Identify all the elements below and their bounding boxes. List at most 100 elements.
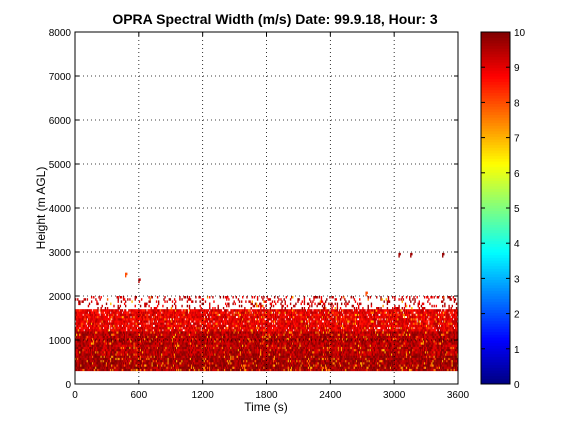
heatmap-cell [214,333,216,336]
heatmap-cell [259,368,261,372]
heatmap-cell [270,340,273,343]
heatmap-cell [194,348,196,352]
heatmap-cell [350,364,352,367]
heatmap-cell [167,344,169,347]
heatmap-cell [150,359,152,363]
heatmap-cell [130,357,132,361]
heatmap-cell [117,359,119,363]
heatmap-cell [306,342,309,345]
heatmap-cell [344,364,346,367]
heatmap-cell [128,344,130,347]
heatmap-cell [148,331,150,334]
heatmap-cell [264,368,266,372]
heatmap-cell [201,337,203,341]
heatmap-cell [417,359,419,363]
heatmap-cell [221,353,224,356]
heatmap-cell [234,342,236,345]
heatmap-cell [452,364,455,367]
heatmap-cell [88,368,91,372]
heatmap-cell [117,362,119,365]
heatmap-cell [231,355,233,358]
heatmap-cell [364,362,366,365]
heatmap-cell [309,366,311,369]
heatmap-cell [188,351,191,354]
heatmap-cell [238,340,241,343]
heatmap-cell [112,346,114,350]
heatmap-cell [270,366,273,369]
heatmap-cell [295,335,297,339]
heatmap-cell [132,331,134,334]
heatmap-cell [95,340,97,343]
heatmap-cell [304,342,307,345]
heatmap-cell [218,348,220,352]
heatmap-cell [184,357,186,361]
heatmap-cell [148,357,150,361]
heatmap-cell [311,362,313,365]
heatmap-cell [110,333,112,336]
heatmap-cell [271,366,274,369]
heatmap-cell [239,366,242,369]
heatmap-cell [163,348,165,352]
heatmap-cell [219,357,222,361]
heatmap-cell [282,335,284,339]
heatmap-cell [107,348,110,352]
heatmap-cell [405,359,408,363]
heatmap-cells [75,252,459,372]
heatmap-cell [216,335,218,339]
heatmap-cell [282,355,284,358]
heatmap-cell [273,344,276,347]
heatmap-cell [201,340,203,343]
heatmap-cell [89,368,92,372]
heatmap-cell [255,333,258,336]
heatmap-cell [82,348,84,352]
heatmap-cell [149,359,151,363]
heatmap-cell [161,342,163,345]
heatmap-cell [160,340,162,343]
heatmap-cell [340,362,343,365]
heatmap-cell [187,333,190,336]
heatmap-cell [192,353,194,356]
heatmap-cell [81,357,83,361]
heatmap-cell [216,364,218,367]
heatmap-cell [238,335,241,339]
heatmap-cell [195,357,197,361]
heatmap-cell [127,353,129,356]
heatmap-cell [286,351,289,354]
heatmap-cell [254,346,257,350]
heatmap-cell [295,344,297,347]
heatmap-cell [270,351,273,354]
heatmap-cell [86,353,89,356]
heatmap-cell [103,333,106,336]
heatmap-cell [444,368,446,372]
heatmap-cell [265,337,267,341]
heatmap-cell [149,342,151,345]
heatmap-cell [282,366,284,369]
heatmap-cell [406,368,409,372]
heatmap-cell [232,333,234,336]
heatmap-cell [109,353,111,356]
heatmap-cell [217,335,219,339]
heatmap-cell [150,348,152,352]
heatmap-cell [110,351,112,354]
heatmap-cell [232,351,234,354]
heatmap-cell [243,340,245,343]
heatmap-cell [336,366,339,369]
heatmap-cell [214,364,216,367]
heatmap-cell [310,359,312,363]
heatmap-cell [362,357,364,361]
heatmap-cell [94,337,96,341]
heatmap-cell [207,359,210,363]
heatmap-cell [289,333,292,336]
heatmap-cell [147,337,149,341]
heatmap-cell [423,364,426,367]
heatmap-cell [156,362,159,365]
heatmap-cell [292,366,294,369]
heatmap-cell [128,340,130,343]
heatmap-cell [275,351,277,354]
heatmap-cell [75,355,77,358]
heatmap-cell [232,346,234,350]
heatmap-cell [313,342,315,345]
heatmap-cell [209,362,211,365]
heatmap-cell [257,357,260,361]
heatmap-cell [273,357,276,361]
